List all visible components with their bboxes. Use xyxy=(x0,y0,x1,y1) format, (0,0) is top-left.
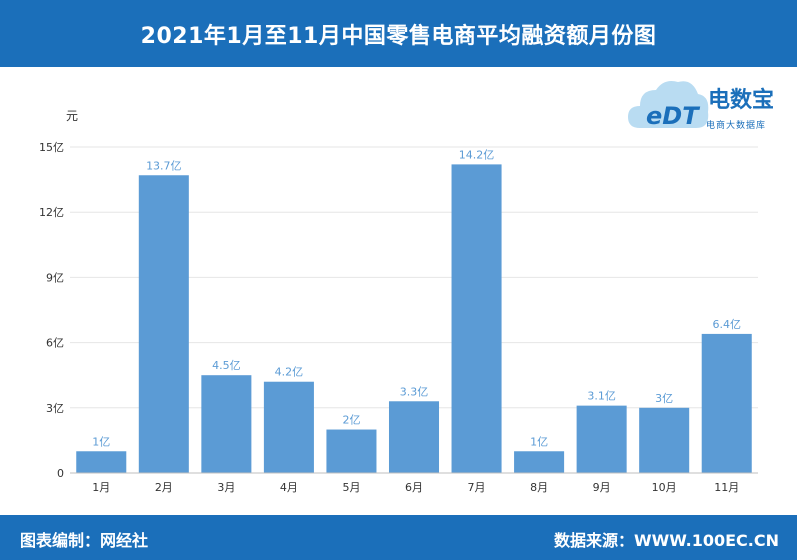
x-tick-label: 10月 xyxy=(652,481,677,494)
y-axis-label: 元 xyxy=(66,109,78,123)
data-label: 3亿 xyxy=(655,392,673,405)
x-tick-label: 7月 xyxy=(468,481,486,494)
bar xyxy=(388,401,440,473)
y-tick-label: 15亿 xyxy=(39,141,64,154)
bar xyxy=(201,375,252,473)
x-tick-label: 8月 xyxy=(530,481,548,494)
y-tick-label: 6亿 xyxy=(46,337,64,350)
x-tick-label: 4月 xyxy=(280,481,298,494)
data-label: 4.2亿 xyxy=(275,366,304,379)
y-tick-label: 9亿 xyxy=(46,271,64,284)
data-label: 6.4亿 xyxy=(712,318,741,331)
data-label: 13.7亿 xyxy=(146,159,182,172)
data-label: 1亿 xyxy=(530,435,548,448)
data-label: 3.1亿 xyxy=(587,390,616,403)
bar xyxy=(576,405,627,473)
x-tick-label: 9月 xyxy=(593,481,611,494)
data-label: 2亿 xyxy=(342,414,360,427)
bar xyxy=(701,333,752,473)
bar xyxy=(138,175,189,473)
x-tick-labels: 1月 2月 3月 4月 5月 6月 7月 8月 9月 10月 11月 xyxy=(92,481,739,494)
bar-chart: 元 0 3亿 6亿 9亿 12亿 15亿 1亿 13.7亿 4.5亿 4.2亿 2亿 3.3亿 14.… xyxy=(39,109,758,494)
footer-credit: 图表编制：网经社 xyxy=(20,531,149,550)
footer-bar: 图表编制：网经社 数据来源：WWW.100EC.CN xyxy=(0,515,797,560)
bar xyxy=(451,164,502,474)
bar xyxy=(263,381,314,473)
x-tick-label: 5月 xyxy=(342,481,360,494)
data-label: 1亿 xyxy=(92,435,110,448)
y-tick-label: 0 xyxy=(57,467,64,480)
y-tick-label: 12亿 xyxy=(39,206,64,219)
data-label: 3.3亿 xyxy=(400,385,429,398)
bars xyxy=(76,164,752,474)
x-tick-label: 6月 xyxy=(405,481,423,494)
bar xyxy=(639,407,690,473)
y-tick-label: 3亿 xyxy=(46,402,64,415)
footer-source: 数据来源：WWW.100EC.CN xyxy=(553,531,779,550)
y-tick-labels: 0 3亿 6亿 9亿 12亿 15亿 xyxy=(39,141,64,480)
x-tick-label: 1月 xyxy=(92,481,110,494)
logo-name: 电数宝 xyxy=(708,88,775,113)
logo-tagline: 电商大数据库 xyxy=(706,121,767,131)
data-label: 14.2亿 xyxy=(459,148,495,161)
cloud-logo-icon: eDT xyxy=(628,81,709,130)
chart-title-banner: 2021年1月至11月中国零售电商平均融资额月份图 xyxy=(0,0,797,67)
x-tick-label: 11月 xyxy=(714,481,739,494)
x-tick-label: 2月 xyxy=(155,481,173,494)
bar xyxy=(514,451,565,473)
page-title: 2021年1月至11月中国零售电商平均融资额月份图 xyxy=(140,23,657,49)
bar xyxy=(326,429,377,473)
logo-mark: eDT xyxy=(646,102,700,130)
bar xyxy=(76,451,127,473)
data-label: 4.5亿 xyxy=(212,359,241,372)
data-labels: 1亿 13.7亿 4.5亿 4.2亿 2亿 3.3亿 14.2亿 1亿 3.1亿 3亿 6.4亿 xyxy=(92,148,741,448)
x-tick-label: 3月 xyxy=(217,481,235,494)
